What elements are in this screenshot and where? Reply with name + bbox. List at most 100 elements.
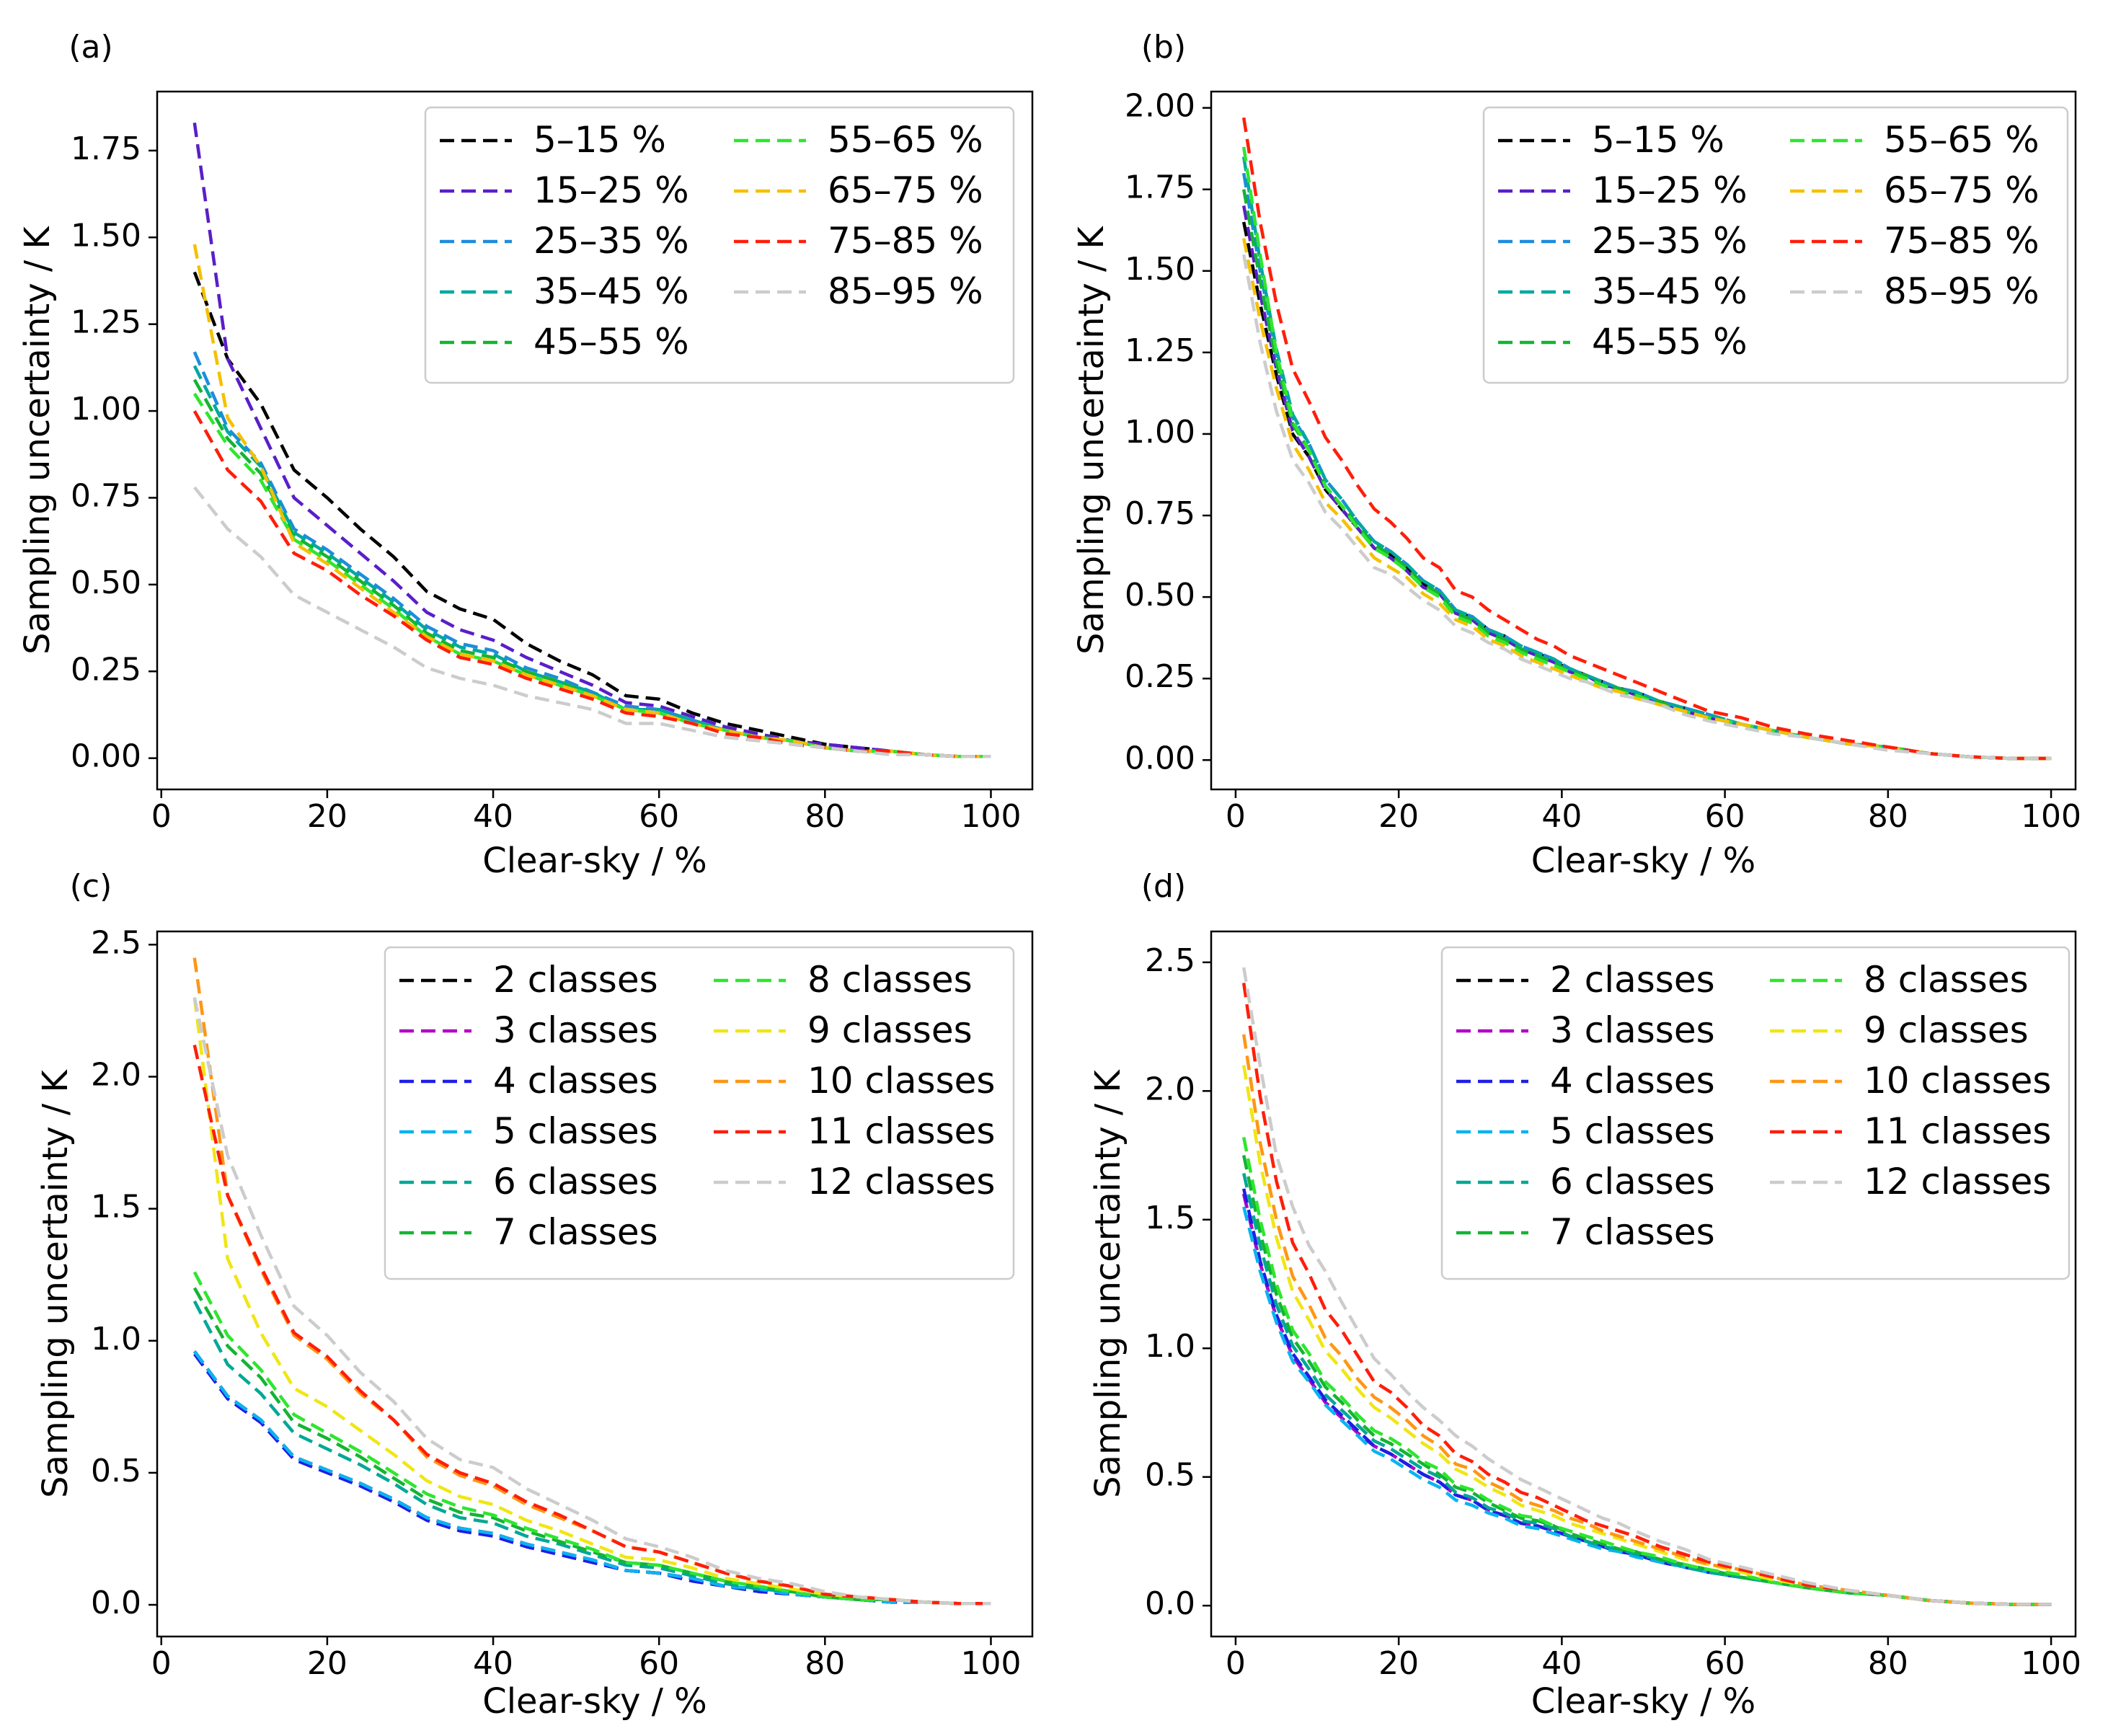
- legend-box: [1440, 946, 2071, 1280]
- x-axis-label: Clear-sky / %: [482, 1681, 707, 1722]
- legend-entry-label: 4 classes: [1550, 1060, 1715, 1102]
- y-tick-label: 0.5: [1145, 1457, 1195, 1494]
- legend-entry-label: 12 classes: [807, 1161, 995, 1203]
- y-tick-label: 0.75: [1125, 495, 1195, 532]
- y-tick-label: 1.50: [1125, 251, 1195, 288]
- y-axis-label: Sampling uncertainty / K: [1071, 226, 1112, 655]
- y-tick-label: 2.0: [91, 1056, 141, 1093]
- legend-entry-label: 55–65 %: [1884, 119, 2040, 161]
- y-tick-label: 1.00: [1125, 414, 1195, 451]
- x-tick-label: 80: [805, 798, 845, 835]
- y-tick-label: 0.00: [1125, 740, 1195, 776]
- legend-entry-label: 85–95 %: [1884, 270, 2040, 312]
- axes-frame: [1210, 90, 2077, 791]
- y-tick-label: 1.0: [1145, 1328, 1195, 1365]
- axes-frame: [1210, 930, 2077, 1638]
- series-line-10: [192, 1045, 991, 1606]
- y-tick-label: 1.50: [71, 217, 141, 254]
- legend-entry-label: 55–65 %: [828, 119, 983, 161]
- x-tick-label: 0: [1226, 1645, 1246, 1682]
- series-line-4: [192, 1350, 991, 1606]
- series-line-1: [192, 1350, 991, 1606]
- legend-entry-label: 5–15 %: [533, 119, 666, 161]
- y-tick-label: 1.5: [91, 1189, 141, 1226]
- y-tick-label: 0.50: [1125, 577, 1195, 614]
- legend: 2 classes 3 classes 4 classes 5 classes 6 cl…: [1440, 946, 2071, 1280]
- legend-entry-label: 8 classes: [1864, 959, 2029, 1001]
- panel-b: (b) 0 20 40 60 80 100 0.00 0.25 0.50 0.75 1.00 1.25 1…: [1071, 29, 2081, 881]
- legend: 2 classes 3 classes 4 classes 5 classes 6 cl…: [384, 946, 1015, 1280]
- x-tick-label: 60: [1705, 798, 1745, 835]
- x-tick-label: 20: [1378, 1645, 1419, 1682]
- y-tick-label: 1.00: [71, 391, 141, 428]
- legend-entry-label: 6 classes: [1550, 1161, 1715, 1203]
- x-tick-label: 0: [151, 798, 172, 835]
- series-line-6: [192, 392, 991, 758]
- y-tick-label: 0.25: [1125, 658, 1195, 695]
- legend-entry-label: 5–15 %: [1592, 119, 1724, 161]
- legend-entry-label: 45–55 %: [533, 321, 689, 363]
- x-tick-label: 20: [1378, 798, 1419, 835]
- y-tick-label: 1.25: [1125, 332, 1195, 369]
- series-line-10: [1241, 983, 2052, 1606]
- legend-entry-label: 85–95 %: [828, 270, 983, 312]
- series-line-11: [1241, 967, 2052, 1606]
- x-tick-label: 60: [639, 1645, 679, 1682]
- legend-entry-label: 8 classes: [807, 959, 973, 1001]
- series-line-7: [192, 1271, 991, 1606]
- y-tick-label: 0.75: [71, 477, 141, 514]
- x-axis-label: Clear-sky / %: [1531, 1681, 1756, 1722]
- series-line-2: [192, 122, 991, 758]
- y-axis-label: Sampling uncertainty / K: [35, 1069, 76, 1498]
- legend-entry-label: 7 classes: [1550, 1211, 1715, 1253]
- series-line-7: [1241, 238, 2052, 761]
- legend-entry-label: 9 classes: [1864, 1009, 2029, 1051]
- series-line-2: [192, 1350, 991, 1606]
- legend-entry-label: 9 classes: [807, 1009, 973, 1051]
- legend: 5–15 % 15–25 % 25–35 % 35–45 % 45–55 % 55–65 …: [424, 106, 1015, 384]
- panel-label: (b): [1141, 29, 1186, 66]
- y-axis-label: Sampling uncertainty / K: [1088, 1069, 1128, 1498]
- legend-entry-label: 35–45 %: [1592, 270, 1748, 312]
- legend-entry-label: 10 classes: [1864, 1060, 2051, 1102]
- legend: 5–15 % 15–25 % 25–35 % 35–45 % 45–55 % 55–65 …: [1482, 106, 2069, 384]
- series-line-6: [192, 1287, 991, 1606]
- y-tick-label: 0.25: [71, 651, 141, 688]
- y-tick-label: 2.5: [1145, 942, 1195, 979]
- x-tick-label: 20: [307, 798, 347, 835]
- y-tick-label: 1.75: [1125, 169, 1195, 206]
- series-group: [1241, 117, 2052, 761]
- panel-label: (a): [68, 29, 112, 66]
- series-line-6: [1241, 1155, 2052, 1606]
- legend-entry-label: 75–85 %: [1884, 220, 2040, 262]
- legend-entry-label: 6 classes: [493, 1161, 658, 1203]
- legend-entry-label: 65–75 %: [828, 169, 983, 211]
- legend-box: [424, 106, 1015, 384]
- legend-entry-label: 35–45 %: [533, 270, 689, 312]
- legend-entry-label: 2 classes: [493, 959, 658, 1001]
- panel-label: (c): [70, 868, 112, 905]
- x-tick-label: 40: [473, 798, 513, 835]
- legend-entry-label: 3 classes: [1550, 1009, 1715, 1051]
- series-group: [1241, 967, 2052, 1606]
- axes-frame: [156, 90, 1034, 791]
- y-axis-label: Sampling uncertainty / K: [17, 226, 58, 655]
- legend-entry-label: 4 classes: [493, 1060, 658, 1102]
- x-tick-label: 100: [2021, 1645, 2081, 1682]
- legend-box: [1482, 106, 2069, 384]
- panel-d: (d) 0 20 40 60 80 100 0.0 0.5 1.0 1.5 2.0 2.5 Clear-s…: [1088, 868, 2081, 1722]
- y-tick-label: 0.0: [1145, 1585, 1195, 1622]
- series-group: [192, 957, 991, 1606]
- x-tick-label: 80: [1868, 798, 1908, 835]
- x-tick-label: 80: [1868, 1645, 1908, 1682]
- series-line-8: [192, 409, 991, 758]
- legend-entry-label: 11 classes: [807, 1110, 995, 1152]
- y-tick-label: 0.5: [91, 1453, 141, 1489]
- legend-entry-label: 15–25 %: [533, 169, 689, 211]
- legend-entry-label: 25–35 %: [533, 220, 689, 262]
- x-tick-label: 20: [307, 1645, 347, 1682]
- y-tick-label: 2.0: [1145, 1071, 1195, 1107]
- legend-entry-label: 10 classes: [807, 1060, 995, 1102]
- series-group: [192, 122, 991, 758]
